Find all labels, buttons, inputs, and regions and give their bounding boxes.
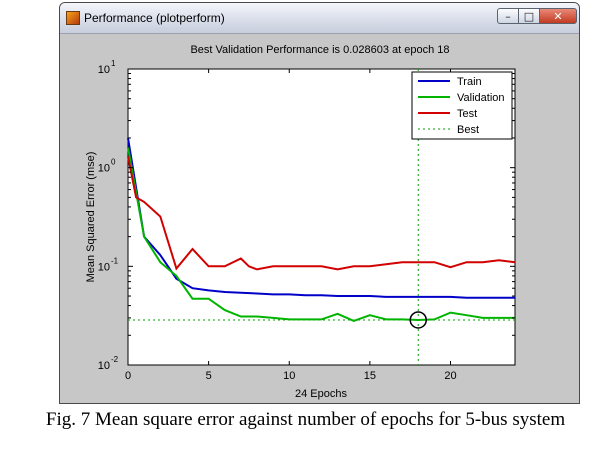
figure-area: Best Validation Performance is 0.028603 …: [62, 34, 577, 402]
best-marker: [409, 311, 427, 329]
title-bar[interactable]: Performance (plotperform) – □ ✕: [60, 3, 579, 34]
x-axis-label: 24 Epochs: [295, 388, 347, 400]
y-axis-label: Mean Squared Error (mse): [85, 152, 97, 283]
legend-box: [411, 71, 513, 140]
legend: Train Validation Test Best: [411, 71, 513, 140]
legend-label-validation: Validation: [457, 92, 505, 104]
x-tick-label: 5: [206, 370, 212, 382]
matlab-icon: [66, 11, 80, 25]
legend-label-test: Test: [457, 108, 477, 120]
y-tick-label: 10: [98, 163, 110, 175]
x-tick-label: 10: [283, 370, 295, 382]
y-tick-label-exponent: -1: [111, 256, 119, 265]
y-tick-label: 10: [98, 261, 110, 273]
x-tick-label: 0: [125, 370, 131, 382]
y-tick-label: 10: [98, 360, 110, 372]
series-line-train: [127, 137, 515, 299]
series-line-validation: [127, 147, 515, 322]
chart-title: Best Validation Performance is 0.028603 …: [190, 44, 449, 56]
series-line-test: [127, 156, 516, 271]
figure-caption: Fig. 7 Mean square error against number …: [45, 409, 566, 430]
x-tick-label: 15: [364, 370, 376, 382]
performance-chart: Best Validation Performance is 0.028603 …: [85, 44, 516, 400]
performance-window: Performance (plotperform) – □ ✕ Best Val…: [59, 2, 580, 404]
legend-label-best: Best: [457, 124, 479, 136]
x-tick-label: 20: [444, 370, 456, 382]
window-title: Performance (plotperform): [84, 11, 225, 25]
y-tick-label-exponent: -2: [111, 355, 119, 364]
legend-label-train: Train: [457, 76, 482, 88]
y-tick-label: 10: [98, 64, 110, 76]
y-tick-label-exponent: 1: [111, 59, 116, 68]
close-button[interactable]: ✕: [539, 8, 577, 24]
y-tick-label-exponent: 0: [111, 158, 116, 167]
maximize-button[interactable]: □: [518, 8, 540, 24]
minimize-button[interactable]: –: [497, 8, 519, 24]
